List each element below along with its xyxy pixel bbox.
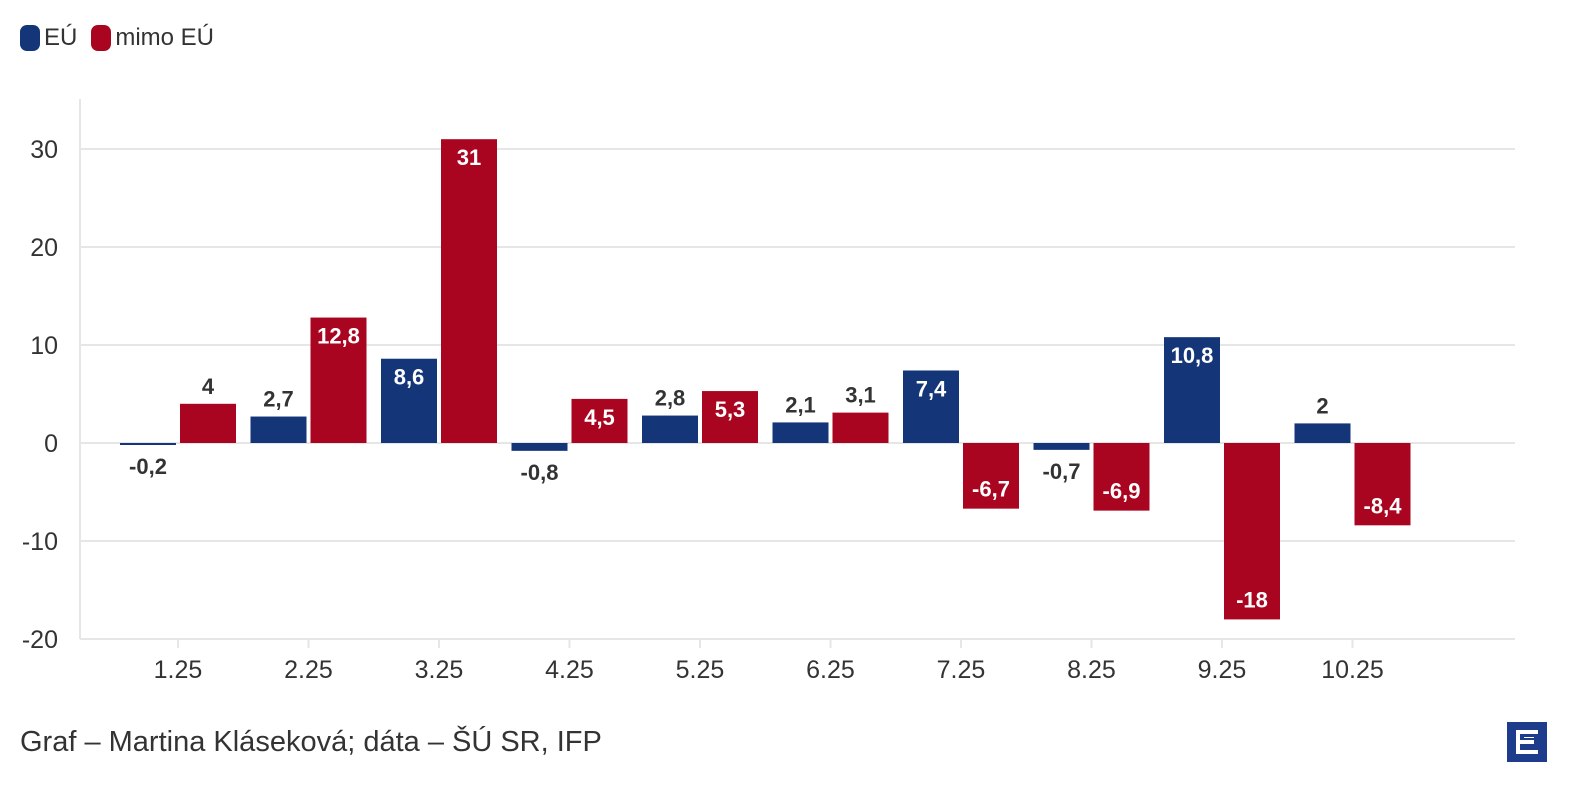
x-tick-label: 7.25 (937, 656, 986, 684)
legend-item-eu[interactable]: EÚ (20, 24, 77, 52)
data-label-eu: 8,6 (394, 365, 425, 390)
legend: EÚ mimo EÚ (20, 24, 214, 52)
data-label-eu: 10,8 (1171, 343, 1214, 368)
x-tick-label: 10.25 (1321, 656, 1384, 684)
data-label-non-eu: 3,1 (845, 383, 876, 408)
data-label-non-eu: -18 (1236, 587, 1268, 612)
bar-eu (642, 415, 698, 443)
legend-swatch-eu (20, 25, 40, 51)
bar-non-eu (832, 412, 889, 443)
legend-label-eu: EÚ (44, 24, 78, 51)
bar-eu (511, 443, 568, 451)
data-label-non-eu: -6,7 (972, 477, 1010, 502)
x-tick-label: 4.25 (545, 656, 594, 684)
bar-non-eu (963, 443, 1019, 509)
x-tick-label: 8.25 (1067, 656, 1116, 684)
legend-item-non-eu[interactable]: mimo EÚ (91, 24, 214, 52)
bar-eu (772, 422, 829, 443)
x-tick-label: 3.25 (415, 656, 464, 684)
y-tick-label: 30 (30, 136, 58, 164)
data-label-non-eu: 4 (202, 374, 215, 399)
data-label-eu: 2,8 (655, 386, 686, 411)
bar-non-eu (310, 317, 367, 443)
x-tick-label: 9.25 (1198, 656, 1247, 684)
y-tick-label: 0 (44, 430, 58, 458)
data-label-non-eu: 4,5 (584, 405, 615, 430)
bar-non-eu (1093, 443, 1150, 511)
data-label-eu: -0,2 (129, 454, 167, 479)
data-label-eu: 2,7 (263, 387, 294, 412)
bar-eu (1164, 337, 1220, 443)
publisher-logo-icon[interactable] (1507, 722, 1547, 762)
y-tick-label: -20 (22, 626, 58, 654)
bar-non-eu (1354, 443, 1411, 526)
x-tick-label: 2.25 (284, 656, 333, 684)
data-label-non-eu: 5,3 (715, 397, 746, 422)
bar-chart: -20 -10 0 10 20 30 1.25 -0,2 4 2.25 2,7 12,8 3.25 8,6… (22, 99, 1515, 684)
y-tick-label: 20 (30, 234, 58, 262)
y-tick-label: -10 (22, 528, 58, 556)
bar-non-eu (702, 391, 758, 443)
bar-eu (1294, 423, 1351, 443)
bar-eu (381, 358, 437, 443)
bar-eu (903, 370, 959, 443)
legend-swatch-non-eu (91, 25, 112, 51)
data-label-eu: 7,4 (916, 376, 947, 401)
x-tick-label: 6.25 (806, 656, 855, 684)
data-label-eu: -0,7 (1043, 459, 1081, 484)
bar-non-eu (1224, 443, 1280, 620)
data-label-non-eu: 12,8 (317, 324, 360, 349)
x-tick-label: 5.25 (676, 656, 725, 684)
y-tick-label: 10 (30, 332, 58, 360)
bar-eu (250, 416, 307, 443)
data-label-eu: -0,8 (521, 460, 559, 485)
bar-eu (120, 443, 176, 445)
bar-eu (1033, 443, 1090, 450)
data-label-eu: 2 (1316, 393, 1328, 418)
bar-non-eu (180, 403, 236, 443)
bar-non-eu (571, 398, 628, 443)
chart-credit: Graf – Martina Kláseková; dáta – ŠÚ SR, … (20, 726, 602, 758)
data-label-eu: 2,1 (785, 392, 816, 417)
data-label-non-eu: -6,9 (1103, 479, 1141, 504)
legend-label-non-eu: mimo EÚ (115, 24, 215, 51)
data-label-non-eu: 31 (457, 145, 481, 170)
x-tick-label: 1.25 (154, 656, 203, 684)
bar-non-eu (441, 139, 497, 443)
data-label-non-eu: -8,4 (1364, 493, 1403, 518)
